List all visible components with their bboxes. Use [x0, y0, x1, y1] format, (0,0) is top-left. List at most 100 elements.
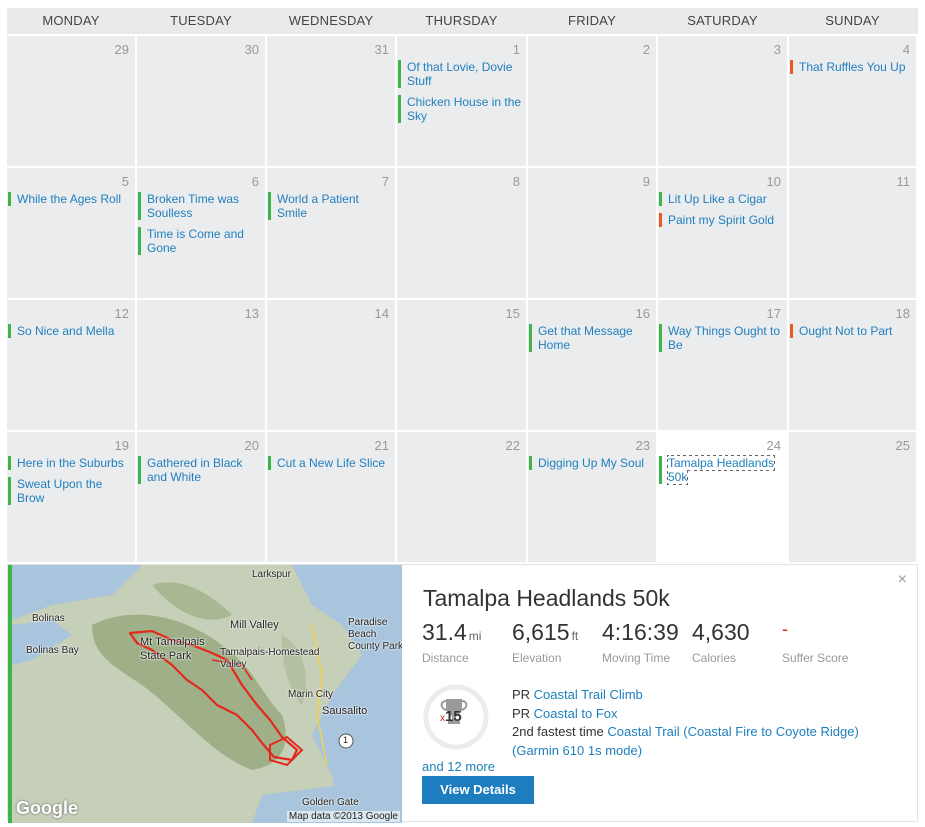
day-number: 13 [244, 306, 259, 321]
day-number: 15 [505, 306, 520, 321]
calendar-activity-link[interactable]: Cut a New Life Slice [268, 456, 391, 470]
calendar-day-cell[interactable]: 4 That Ruffles You Up [789, 36, 916, 166]
calendar-day-cell[interactable]: 2 [528, 36, 656, 166]
calendar-day-cell[interactable]: 6 Broken Time was Soulless Time is Come an… [137, 168, 265, 298]
calendar-activity-link[interactable]: Digging Up My Soul [529, 456, 652, 470]
day-events: While the Ages Roll [8, 192, 131, 213]
day-number: 16 [635, 306, 650, 321]
close-icon[interactable]: × [897, 571, 907, 588]
calendar-day-cell[interactable]: 7 World a Patient Smile [267, 168, 395, 298]
day-events: Lit Up Like a Cigar Paint my Spirit Gold [659, 192, 783, 234]
stat-number: - [782, 619, 788, 639]
calendar-week-row: 12 So Nice and Mella 13 14 15 16 Get that Mess… [7, 300, 918, 430]
calendar: MONDAY TUESDAY WEDNESDAY THURSDAY FRIDAY SATU… [7, 8, 918, 562]
calendar-activity-link[interactable]: So Nice and Mella [8, 324, 131, 338]
day-events: Get that Message Home [529, 324, 652, 359]
calendar-day-cell[interactable]: 25 [789, 432, 916, 562]
activity-info: × Tamalpa Headlands 50k 31.4 mi Distance 6,… [422, 565, 917, 823]
calendar-activity-link[interactable]: Gathered in Black and White [138, 456, 261, 484]
calendar-day-cell[interactable]: 30 [137, 36, 265, 166]
calendar-day-cell[interactable]: 21 Cut a New Life Slice [267, 432, 395, 562]
segment-link[interactable]: Coastal Trail Climb [533, 687, 643, 702]
day-number: 18 [895, 306, 910, 321]
calendar-activity-link[interactable]: While the Ages Roll [8, 192, 131, 206]
route-map[interactable]: Larkspur Bolinas Bolinas Bay Mill Valley… [8, 565, 402, 823]
stat-number: 6,615 [512, 619, 570, 645]
calendar-activity-link[interactable]: Paint my Spirit Gold [659, 213, 783, 227]
stat-label: Calories [692, 651, 737, 665]
calendar-activity-link[interactable]: Tamalpa Headlands 50k [659, 455, 783, 485]
calendar-day-cell[interactable]: 18 Ought Not to Part [789, 300, 916, 430]
calendar-day-cell[interactable]: 14 [267, 300, 395, 430]
calendar-activity-link[interactable]: That Ruffles You Up [790, 60, 912, 74]
calendar-day-cell[interactable]: 8 [397, 168, 526, 298]
day-number: 19 [114, 438, 129, 453]
calendar-activity-link[interactable]: Lit Up Like a Cigar [659, 192, 783, 206]
calendar-activity-link[interactable]: Of that Lovie, Dovie Stuff [398, 60, 522, 88]
map-label-mill-valley: Mill Valley [230, 619, 279, 631]
calendar-day-cell[interactable]: 5 While the Ages Roll [7, 168, 135, 298]
calendar-day-cell[interactable]: 9 [528, 168, 656, 298]
segment-link[interactable]: Coastal Trail (Coastal Fire to Coyote Ri… [512, 724, 859, 758]
calendar-week-row: 19 Here in the Suburbs Sweat Upon the Brow… [7, 432, 918, 562]
day-number: 4 [902, 42, 910, 57]
weekday-label: FRIDAY [568, 13, 616, 28]
day-events: Cut a New Life Slice [268, 456, 391, 477]
calendar-day-cell[interactable]: 31 [267, 36, 395, 166]
stat-number: 4,630 [692, 619, 750, 645]
calendar-day-cell[interactable]: 16 Get that Message Home [528, 300, 656, 430]
calendar-day-cell[interactable]: 13 [137, 300, 265, 430]
view-details-button[interactable]: View Details [422, 776, 534, 804]
day-number: 29 [114, 42, 129, 57]
day-number: 14 [374, 306, 389, 321]
activity-link-label: Paint my Spirit Gold [668, 213, 775, 227]
calendar-day-cell[interactable]: 15 [397, 300, 526, 430]
calendar-day-cell[interactable]: 19 Here in the Suburbs Sweat Upon the Brow [7, 432, 135, 562]
stat-value: 31.4 mi [422, 619, 510, 649]
calendar-activity-link[interactable]: Get that Message Home [529, 324, 652, 352]
calendar-activity-link[interactable]: Here in the Suburbs [8, 456, 131, 470]
day-number: 3 [773, 42, 781, 57]
trophy-count: x15 [440, 708, 462, 725]
day-number: 24 [766, 438, 781, 453]
achievement-prefix: PR [512, 705, 534, 721]
activity-link-label: Gathered in Black and White [147, 456, 243, 484]
calendar-day-cell[interactable]: 23 Digging Up My Soul [528, 432, 656, 562]
achievement-prefix: 2nd fastest time [512, 724, 608, 739]
calendar-day-cell[interactable]: 10 Lit Up Like a Cigar Paint my Spirit Gol… [658, 168, 787, 298]
map-label-homestead-valley: Tamalpais-Homestead Valley [220, 647, 320, 670]
calendar-day-cell[interactable]: 1 Of that Lovie, Dovie Stuff Chicken House… [397, 36, 526, 166]
activity-detail-panel: Larkspur Bolinas Bolinas Bay Mill Valley… [7, 564, 918, 823]
activity-link-label: Get that Message Home [538, 324, 633, 352]
day-number: 7 [381, 174, 389, 189]
activity-link-label: Here in the Suburbs [17, 456, 124, 470]
calendar-activity-link[interactable]: World a Patient Smile [268, 192, 391, 220]
segment-link[interactable]: Coastal to Fox [533, 705, 618, 721]
stat-block: - Suffer Score [782, 619, 870, 665]
calendar-activity-link[interactable]: Time is Come and Gone [138, 227, 261, 255]
day-number: 11 [896, 174, 911, 189]
stat-number: 4:16:39 [602, 619, 679, 645]
stat-block: 4,630 Calories [692, 619, 780, 665]
calendar-day-cell[interactable]: 20 Gathered in Black and White [137, 432, 265, 562]
calendar-activity-link[interactable]: Chicken House in the Sky [398, 95, 522, 123]
stat-label: Moving Time [602, 651, 671, 665]
calendar-activity-link[interactable]: Broken Time was Soulless [138, 192, 261, 220]
calendar-day-cell[interactable]: 11 [789, 168, 916, 298]
calendar-day-cell[interactable]: 22 [397, 432, 526, 562]
day-number: 6 [251, 174, 259, 189]
calendar-activity-link[interactable]: Sweat Upon the Brow [8, 477, 131, 505]
calendar-day-cell[interactable]: 3 [658, 36, 787, 166]
day-events: Gathered in Black and White [138, 456, 261, 491]
stat-block: 6,615 ft Elevation [512, 619, 600, 665]
achievement-prefix: PR [512, 687, 534, 702]
activity-link-label: Broken Time was Soulless [147, 192, 240, 220]
calendar-activity-link[interactable]: Way Things Ought to Be [659, 324, 783, 352]
calendar-day-cell[interactable]: 29 [7, 36, 135, 166]
more-achievements-link[interactable]: and 12 more [422, 759, 495, 774]
activity-link-label: Ought Not to Part [799, 324, 893, 338]
calendar-day-cell[interactable]: 12 So Nice and Mella [7, 300, 135, 430]
calendar-day-cell[interactable]: 24 Tamalpa Headlands 50k [658, 432, 787, 562]
calendar-activity-link[interactable]: Ought Not to Part [790, 324, 912, 338]
calendar-day-cell[interactable]: 17 Way Things Ought to Be [658, 300, 787, 430]
